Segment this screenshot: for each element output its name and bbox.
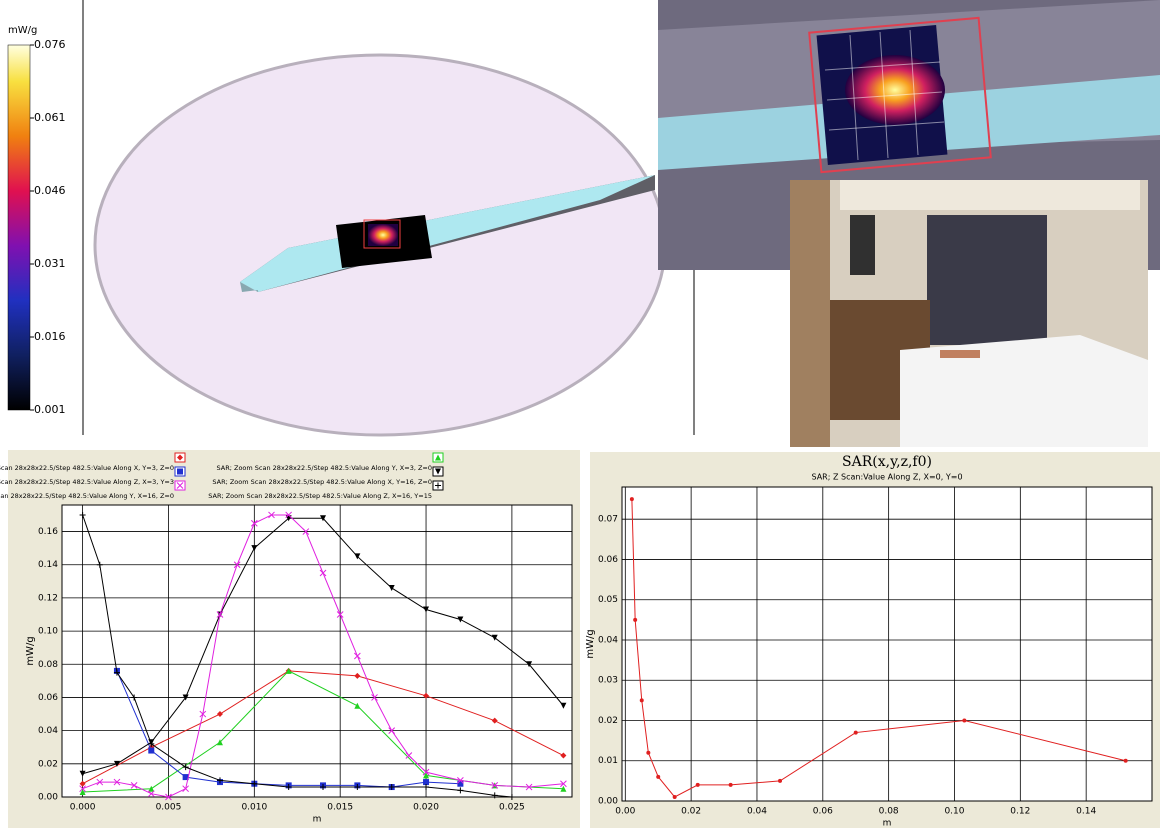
chart-title: SAR(x,y,z,f0)	[842, 454, 932, 470]
plot-area	[62, 505, 572, 797]
y-tick-label: 0.07	[598, 515, 618, 525]
colorbar	[8, 45, 30, 410]
y-tick-label: 0.05	[598, 595, 618, 605]
y-tick-label: 0.04	[598, 635, 618, 645]
colorbar-tick-label: 0.016	[34, 330, 66, 343]
x-tick-label: 0.000	[70, 803, 96, 813]
report: mW/g 0.076 0.061 0.046 0.031 0.016 0.001 0.000 0…	[0, 0, 1160, 828]
y-tick-label: 0.08	[38, 660, 58, 670]
x-tick-label: 0.025	[499, 803, 525, 813]
y-tick-label: 0.06	[38, 693, 58, 703]
data-point	[640, 698, 644, 702]
y-tick-label: 0.02	[38, 759, 58, 769]
data-point	[778, 779, 782, 783]
legend-label: SAR; Zoom Scan 28x28x22.5/Step 482.5:Val…	[0, 478, 174, 486]
setup-photo	[790, 180, 1148, 447]
y-axis-label: mW/g	[25, 636, 36, 665]
plot-area	[622, 487, 1152, 801]
data-point	[729, 783, 733, 787]
x-tick-label: 0.010	[241, 803, 267, 813]
colorbar-unit: mW/g	[8, 25, 37, 36]
x-tick-label: 0.06	[813, 807, 833, 817]
y-axis-label: mW/g	[585, 629, 596, 658]
y-tick-label: 0.04	[38, 726, 58, 736]
page: {"colorbar":{"unit":"mW/g","lim":[0.001,…	[0, 0, 1160, 828]
data-point	[457, 781, 463, 787]
data-point	[962, 718, 966, 722]
y-tick-label: 0.12	[38, 593, 58, 603]
chart-subtitle: SAR; Z Scan:Value Along Z, X=0, Y=0	[811, 473, 962, 482]
legend-label: SAR; Zoom Scan 28x28x22.5/Step 482.5:Val…	[0, 464, 174, 472]
legend-label: SAR; Zoom Scan 28x28x22.5/Step 482.5:Val…	[0, 492, 174, 500]
y-tick-label: 0.00	[598, 797, 618, 807]
x-tick-label: 0.015	[327, 803, 353, 813]
data-point	[633, 618, 637, 622]
legend-label: SAR; Zoom Scan 28x28x22.5/Step 482.5:Val…	[212, 478, 432, 486]
data-point	[696, 783, 700, 787]
data-point	[854, 731, 858, 735]
data-point	[148, 748, 154, 754]
x-tick-label: 0.02	[681, 807, 701, 817]
x-tick-label: 0.10	[944, 807, 964, 817]
data-point	[656, 775, 660, 779]
x-tick-label: 0.00	[615, 807, 635, 817]
y-tick-label: 0.03	[598, 676, 618, 686]
y-tick-label: 0.06	[598, 555, 618, 565]
y-tick-label: 0.10	[38, 627, 58, 637]
x-axis-label: m	[313, 815, 322, 825]
x-tick-label: 0.08	[879, 807, 899, 817]
y-tick-label: 0.01	[598, 756, 618, 766]
scene-3d	[83, 0, 665, 435]
legend-marker	[177, 469, 183, 475]
colorbar-tick-label: 0.076	[34, 38, 66, 51]
colorbar-tick-label: 0.061	[34, 111, 66, 124]
x-tick-label: 0.005	[156, 803, 182, 813]
y-tick-label: 0.14	[38, 560, 58, 570]
x-tick-label: 0.04	[747, 807, 767, 817]
colorbar-tick-label: 0.001	[34, 403, 66, 416]
data-point	[1124, 759, 1128, 763]
data-point	[673, 795, 677, 799]
x-tick-label: 0.020	[413, 803, 439, 813]
data-point	[646, 751, 650, 755]
legend-label: SAR; Zoom Scan 28x28x22.5/Step 482.5:Val…	[208, 492, 432, 500]
x-tick-label: 0.12	[1010, 807, 1030, 817]
x-axis-label: m	[883, 819, 892, 828]
colorbar-tick-label: 0.046	[34, 184, 66, 197]
y-tick-label: 0.02	[598, 716, 618, 726]
colorbar-tick-label: 0.031	[34, 257, 66, 270]
y-tick-label: 0.16	[38, 527, 58, 537]
legend-label: SAR; Zoom Scan 28x28x22.5/Step 482.5:Val…	[217, 464, 432, 472]
y-tick-label: 0.00	[38, 793, 58, 803]
x-tick-label: 0.14	[1076, 807, 1096, 817]
data-point	[630, 497, 634, 501]
